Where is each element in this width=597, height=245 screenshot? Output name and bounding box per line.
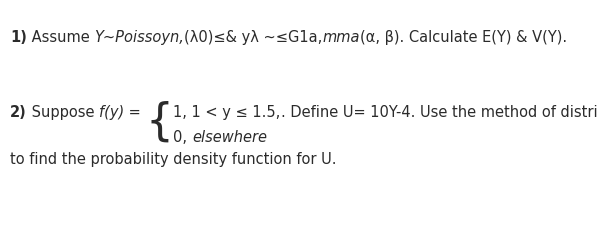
Text: {: {: [146, 101, 173, 144]
Text: (λ0)≤& yλ ~≤G1a,: (λ0)≤& yλ ~≤G1a,: [184, 30, 322, 45]
Text: f(y): f(y): [99, 105, 124, 120]
Text: 2): 2): [10, 105, 27, 120]
Text: 0,: 0,: [173, 130, 192, 145]
Text: to find the probability density function for U.: to find the probability density function…: [10, 152, 337, 167]
Text: Suppose: Suppose: [27, 105, 99, 120]
Text: Y~Poissoyn,: Y~Poissoyn,: [94, 30, 184, 45]
Text: mma: mma: [322, 30, 360, 45]
Text: 1, 1 < y ≤ 1.5,: 1, 1 < y ≤ 1.5,: [173, 105, 281, 120]
Text: 1): 1): [10, 30, 27, 45]
Text: Assume: Assume: [27, 30, 94, 45]
Text: elsewhere: elsewhere: [192, 130, 267, 145]
Text: . Define U= 10Y-4. Use the method of distribution function: . Define U= 10Y-4. Use the method of dis…: [281, 105, 597, 120]
Text: (α, β). Calculate E(Y) & V(Y).: (α, β). Calculate E(Y) & V(Y).: [360, 30, 567, 45]
Text: =: =: [124, 105, 146, 120]
